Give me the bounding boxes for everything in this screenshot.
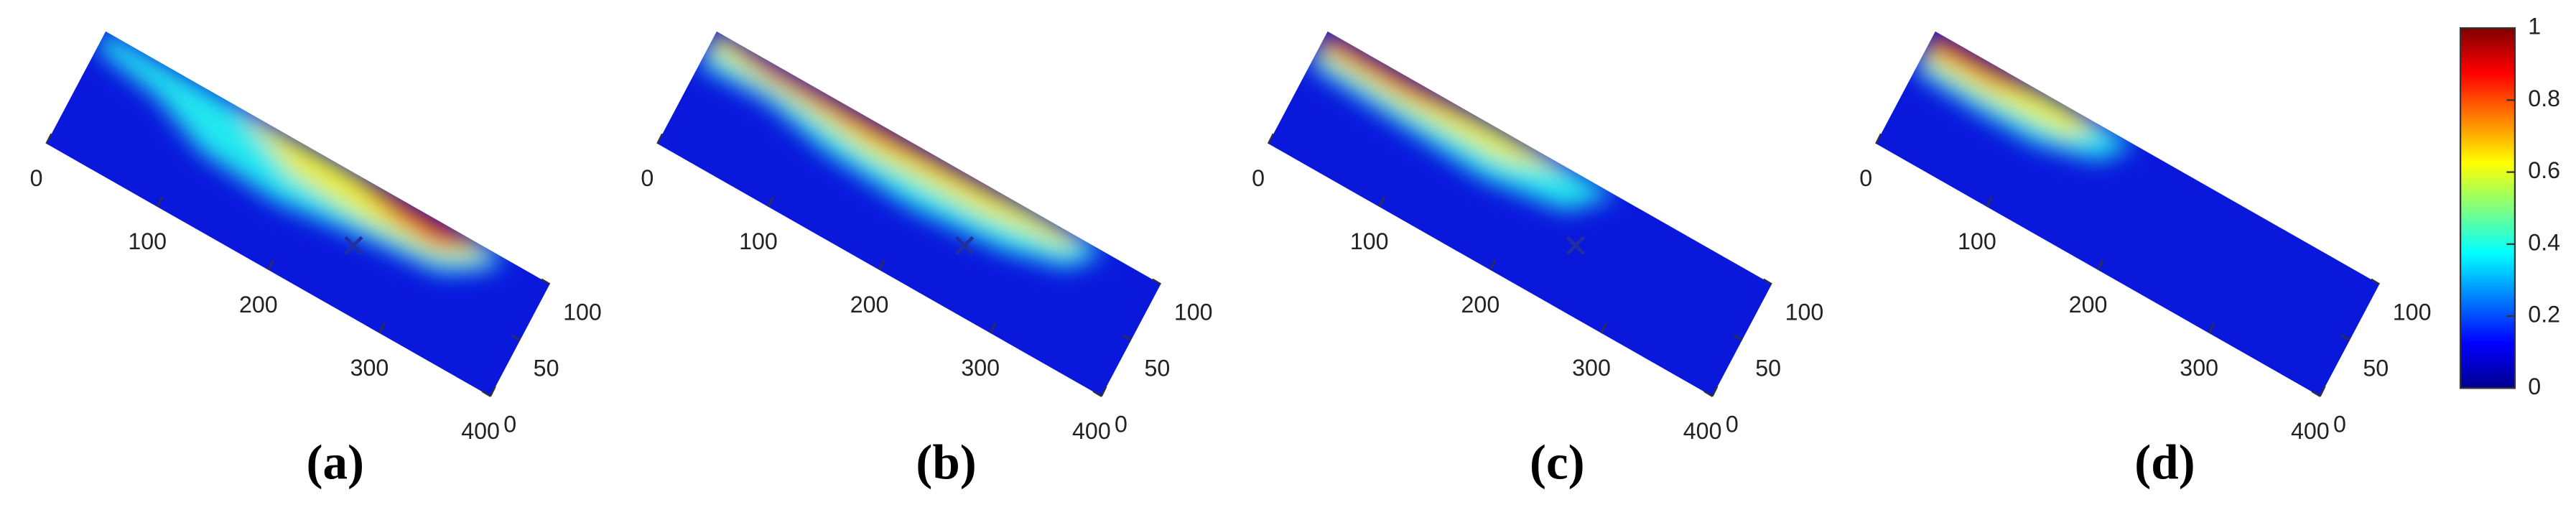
x-tick-label: 100 [1958,228,1996,254]
y-tick-label: 50 [534,356,559,381]
colorbar-tick-label: 0.2 [2528,302,2560,328]
panel-label: (a) [307,435,364,490]
x-tick [156,196,163,208]
heat-layer [1309,31,1617,210]
y-tick-label: 100 [1785,299,1824,325]
y-tick-label: 50 [2363,356,2389,381]
x-tick-label: 400 [461,418,500,444]
heat-region [1926,31,2047,95]
x-tick [1267,133,1274,144]
surface [1876,31,2380,397]
x-tick-label: 400 [2291,418,2330,444]
location-marker [1566,236,1585,255]
x-tick [1875,133,1882,144]
y-tick [1763,278,1772,285]
location-marker [954,236,975,255]
x-tick-label: 300 [350,355,389,381]
x-tick [267,259,274,271]
y-tick [2340,334,2351,341]
y-tick [1703,390,1714,397]
y-tick-label: 100 [2393,299,2432,325]
x-tick [1600,323,1607,334]
y-tick [2371,278,2380,285]
y-tick-label: 0 [1726,412,1739,437]
x-tick [2097,259,2104,271]
heat-region [1320,31,1494,126]
x-tick [878,259,885,271]
y-tick [2311,390,2321,397]
x-tick [1711,386,1719,397]
x-tick [489,386,496,397]
colorbar-tick-label: 0.8 [2528,85,2560,111]
y-tick-label: 0 [1115,412,1127,437]
x-tick-label: 0 [641,165,654,191]
x-tick-label: 100 [739,228,778,254]
heat-layer [1914,31,2136,161]
surface-base [1268,31,1772,397]
x-tick [2319,386,2326,397]
x-tick [1986,196,1993,208]
heat-layer [96,31,506,273]
panel-label: (d) [2134,435,2195,490]
panel-label: (c) [1530,435,1585,490]
colorbar-tick-label: 0 [2528,374,2541,399]
surface [1268,31,1772,397]
x-tick [767,196,774,208]
location-marker [344,236,363,255]
x-tick-label: 0 [30,165,43,191]
x-tick [1378,196,1385,208]
x-tick-label: 100 [128,228,167,254]
x-tick-label: 300 [1572,355,1611,381]
y-tick [1152,278,1162,285]
colorbar-tick-label: 1 [2528,14,2541,40]
x-tick-label: 200 [850,292,889,317]
surface-base [657,31,1161,397]
x-tick [1100,386,1107,397]
x-tick [990,323,996,334]
y-tick [541,278,551,285]
x-tick-label: 200 [239,292,278,317]
surface [46,31,550,397]
colorbar-tick-label: 0.4 [2528,229,2560,255]
x-tick-label: 100 [1350,228,1389,254]
x-tick [656,133,664,144]
surface [657,31,1161,397]
x-tick-label: 200 [2069,292,2108,317]
colorbar-tick-label: 0.6 [2528,157,2560,183]
x-tick-label: 200 [1461,292,1500,317]
y-tick-label: 50 [1755,356,1781,381]
x-tick [2208,323,2215,334]
y-tick-label: 0 [503,412,516,437]
y-tick-label: 50 [1144,356,1170,381]
panel-label: (b) [916,435,976,490]
y-tick [1092,390,1102,397]
y-tick [481,390,491,397]
x-tick-label: 0 [1252,165,1265,191]
x-tick-label: 400 [1683,418,1722,444]
heat-region [350,170,478,248]
surface-base [46,31,550,397]
y-tick [1733,334,1743,341]
y-tick [511,334,521,341]
y-tick-label: 0 [2333,412,2346,437]
x-tick-label: 400 [1072,418,1111,444]
x-tick [1489,259,1497,271]
x-tick-label: 0 [1859,165,1872,191]
colorbar [2459,27,2516,389]
x-tick [378,323,386,334]
x-tick [45,133,52,144]
x-tick-label: 300 [2180,355,2218,381]
x-tick-label: 300 [961,355,1000,381]
y-tick-label: 100 [563,299,602,325]
y-tick [1122,334,1132,341]
y-tick-label: 100 [1174,299,1213,325]
